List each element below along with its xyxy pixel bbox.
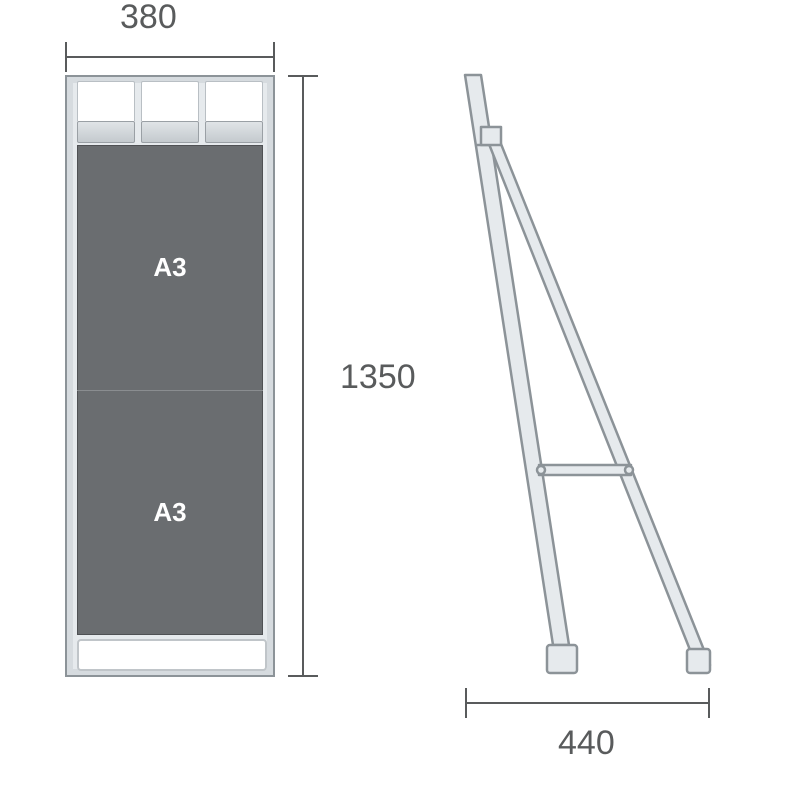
- dim-label-height: 1350: [340, 358, 416, 397]
- card-pocket: [141, 81, 199, 143]
- side-brace-pin: [537, 466, 545, 474]
- card-tray: [141, 121, 199, 143]
- side-front-panel: [465, 75, 569, 645]
- dim-line: [302, 75, 304, 677]
- dim-line: [65, 56, 275, 58]
- card-pockets-row: [77, 81, 263, 143]
- dim-line: [465, 702, 710, 704]
- card-sheet: [77, 81, 135, 121]
- poster-board: A3 A3: [77, 145, 263, 635]
- dim-bracket-front-width: [65, 42, 275, 72]
- poster-panel-top: A3: [77, 145, 263, 391]
- dim-bracket-side-depth: [465, 688, 710, 718]
- side-front-foot: [547, 645, 577, 673]
- card-sheet: [141, 81, 199, 121]
- front-view: A3 A3: [65, 75, 275, 677]
- card-pocket: [205, 81, 263, 143]
- card-tray: [77, 121, 135, 143]
- dim-label-front-width: 380: [120, 0, 177, 37]
- poster-panel-bottom: A3: [77, 390, 263, 635]
- card-pocket: [77, 81, 135, 143]
- side-brace: [539, 465, 631, 475]
- dim-bracket-height: [288, 75, 318, 677]
- side-view-svg: [465, 75, 710, 677]
- dim-label-side-depth: 440: [558, 724, 615, 763]
- card-tray: [205, 121, 263, 143]
- side-view: [465, 75, 710, 677]
- diagram-stage: 380 A3 A3 1350: [0, 0, 800, 800]
- side-brace-pin: [625, 466, 633, 474]
- card-sheet: [205, 81, 263, 121]
- base-crossbar: [77, 639, 267, 671]
- side-hinge: [481, 127, 501, 145]
- side-rear-foot: [687, 649, 710, 673]
